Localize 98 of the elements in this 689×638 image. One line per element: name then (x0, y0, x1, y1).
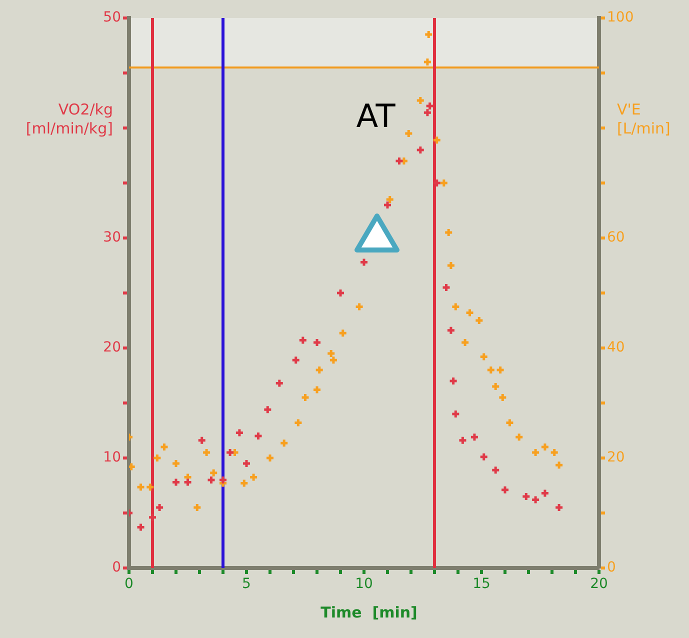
point (521, 492, 531, 502)
point (385, 194, 395, 204)
point (265, 453, 275, 463)
point (490, 465, 500, 475)
point (416, 96, 426, 106)
x-tick-label: 0 (124, 576, 134, 592)
point (394, 156, 404, 166)
point (183, 477, 192, 487)
point (293, 418, 303, 428)
point (300, 392, 310, 402)
point (450, 302, 460, 312)
point (206, 475, 216, 485)
y-axis-title: VO2/kg [ml/min/kg] (26, 100, 113, 138)
point (312, 338, 322, 348)
point (422, 108, 432, 118)
point (152, 453, 162, 463)
x-tick-label: 20 (590, 576, 608, 592)
x-tick-label: 10 (355, 576, 373, 592)
y-tick-label: 50 (103, 10, 121, 26)
y2-tick-label: 60 (607, 230, 625, 246)
point (460, 338, 470, 348)
point (145, 482, 155, 492)
point (291, 355, 301, 365)
point (486, 365, 496, 375)
point (242, 458, 252, 468)
point (444, 228, 454, 238)
point (504, 418, 514, 428)
point (458, 436, 468, 446)
point (498, 392, 508, 402)
point (530, 495, 540, 505)
point (554, 460, 564, 470)
point (439, 178, 449, 188)
y-tick-label: 10 (103, 450, 121, 466)
y2-tick-label: 20 (607, 450, 625, 466)
point (218, 475, 228, 485)
point (442, 282, 451, 292)
point (514, 432, 524, 442)
y2-tick-label: 40 (607, 340, 625, 356)
point (530, 448, 540, 458)
point (208, 468, 218, 478)
y2-tick-label: 0 (607, 560, 616, 576)
point (540, 442, 550, 452)
point (234, 428, 244, 438)
point (422, 57, 432, 67)
x-axis-title: Time [min] (320, 603, 418, 622)
point (171, 477, 181, 487)
point (496, 365, 506, 375)
point (248, 472, 258, 482)
point (154, 502, 164, 512)
y2-axis-title: V'E [L/min] (617, 100, 670, 138)
point (450, 409, 460, 419)
point (446, 326, 456, 336)
point (160, 442, 169, 452)
x-tick-label: 15 (472, 576, 490, 592)
point (465, 308, 474, 318)
point (171, 458, 181, 468)
y-tick-label: 0 (112, 560, 121, 576)
point (500, 485, 510, 495)
point (432, 135, 442, 145)
point (382, 200, 392, 210)
point (470, 432, 480, 442)
x-tick-label: 5 (242, 576, 251, 592)
point (197, 436, 207, 446)
point (312, 385, 322, 395)
point (262, 404, 272, 414)
point (314, 365, 324, 375)
point (136, 482, 146, 492)
point (239, 478, 249, 488)
point (554, 502, 564, 512)
y-tick-label: 20 (103, 340, 121, 356)
point (192, 502, 202, 512)
point (416, 145, 426, 155)
point (279, 438, 289, 448)
point (354, 302, 364, 312)
point (148, 512, 158, 522)
point (254, 431, 263, 441)
point (136, 522, 146, 532)
point (490, 382, 500, 392)
point (479, 352, 489, 362)
point (336, 288, 346, 298)
point (479, 452, 489, 462)
point (448, 376, 458, 386)
point (359, 257, 369, 267)
point (338, 328, 348, 338)
point (298, 336, 308, 346)
annotation: AT (356, 97, 396, 135)
point (225, 448, 235, 458)
point (202, 448, 212, 458)
point (274, 378, 284, 388)
point (446, 260, 456, 270)
point (432, 178, 442, 188)
point (540, 488, 550, 498)
point (550, 448, 560, 458)
y2-tick-label: 100 (607, 10, 634, 26)
point (474, 316, 484, 326)
point (404, 128, 414, 138)
point (424, 30, 434, 40)
y-tick-label: 30 (103, 230, 121, 246)
